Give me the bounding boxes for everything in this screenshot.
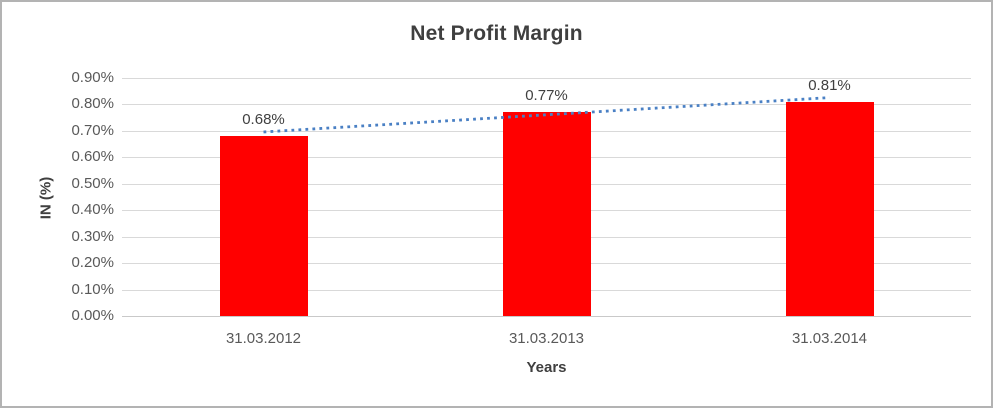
y-tick-label: 0.10% [71,280,114,298]
y-tick-label: 0.00% [71,307,114,324]
x-tick-label: 31.03.2014 [791,330,868,347]
y-tick-label: 0.20% [71,254,114,272]
y-tick-label: 0.80% [71,95,114,113]
bar-value-label: 0.81% [808,76,851,94]
x-tick-label: 31.03.2012 [225,330,302,347]
x-axis-title: Years [526,359,567,376]
y-tick-label: 0.50% [71,174,114,192]
bar-31.03.2012 [219,136,308,316]
y-tick-label: 0.70% [71,121,114,139]
y-tick-label: 0.30% [71,227,114,245]
chart-title: Net Profit Margin [410,22,583,45]
gridline [122,316,971,317]
bar-value-label: 0.68% [242,111,285,129]
bar-31.03.2014 [785,101,874,316]
bar-31.03.2013 [502,112,591,316]
y-tick-label: 0.40% [71,201,114,219]
bar-value-label: 0.77% [525,87,568,105]
y-tick-label: 0.90% [71,69,114,86]
y-tick-label: 0.60% [71,148,114,166]
gridline [122,78,971,79]
x-tick-label: 31.03.2013 [508,330,585,347]
